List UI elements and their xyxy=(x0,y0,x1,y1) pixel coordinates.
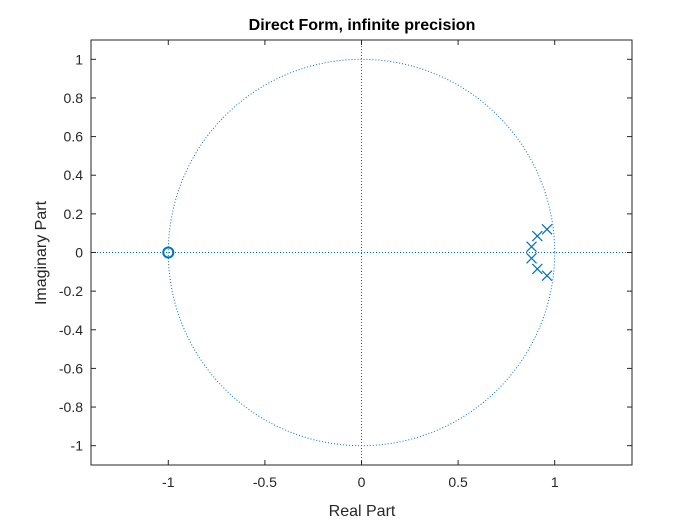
y-tick-label: -0.6 xyxy=(59,360,83,376)
chart-title: Direct Form, infinite precision xyxy=(249,17,476,34)
y-tick-label: 0.2 xyxy=(64,206,84,222)
x-axis-label: Real Part xyxy=(329,503,396,520)
pole-marker xyxy=(541,270,553,282)
zero-marker xyxy=(162,246,175,259)
plot-area xyxy=(91,40,632,465)
pole-marker xyxy=(531,263,543,275)
y-tick-label: 0.6 xyxy=(64,129,84,145)
x-tick-label: 1 xyxy=(551,474,559,490)
y-tick-label: 0.8 xyxy=(64,90,84,106)
x-tick-label: -1 xyxy=(162,474,175,490)
x-tick-label: -0.5 xyxy=(253,474,277,490)
pole-marker xyxy=(526,241,537,253)
pole-marker xyxy=(541,223,553,235)
y-ticks: 1 0.8 0.6 0.4 0.2 0 -0.2 -0.4 -0.6 -0.8 -1 xyxy=(59,51,632,454)
y-tick-label: -0.4 xyxy=(59,322,83,338)
markers xyxy=(162,223,553,282)
y-tick-label: 1 xyxy=(75,51,83,67)
y-tick-label: -1 xyxy=(71,438,84,454)
y-tick-label: -0.8 xyxy=(59,399,83,415)
pole-marker xyxy=(531,230,543,242)
y-tick-label: -0.2 xyxy=(59,283,83,299)
x-tick-label: 0 xyxy=(358,474,366,490)
y-tick-label: 0.4 xyxy=(64,167,84,183)
y-axis-label: Imaginary Part xyxy=(33,200,50,305)
y-tick-label: 0 xyxy=(75,245,83,261)
x-ticks: -1 -0.5 0 0.5 1 xyxy=(162,40,559,490)
x-tick-label: 0.5 xyxy=(448,474,468,490)
pole-marker xyxy=(526,252,537,264)
